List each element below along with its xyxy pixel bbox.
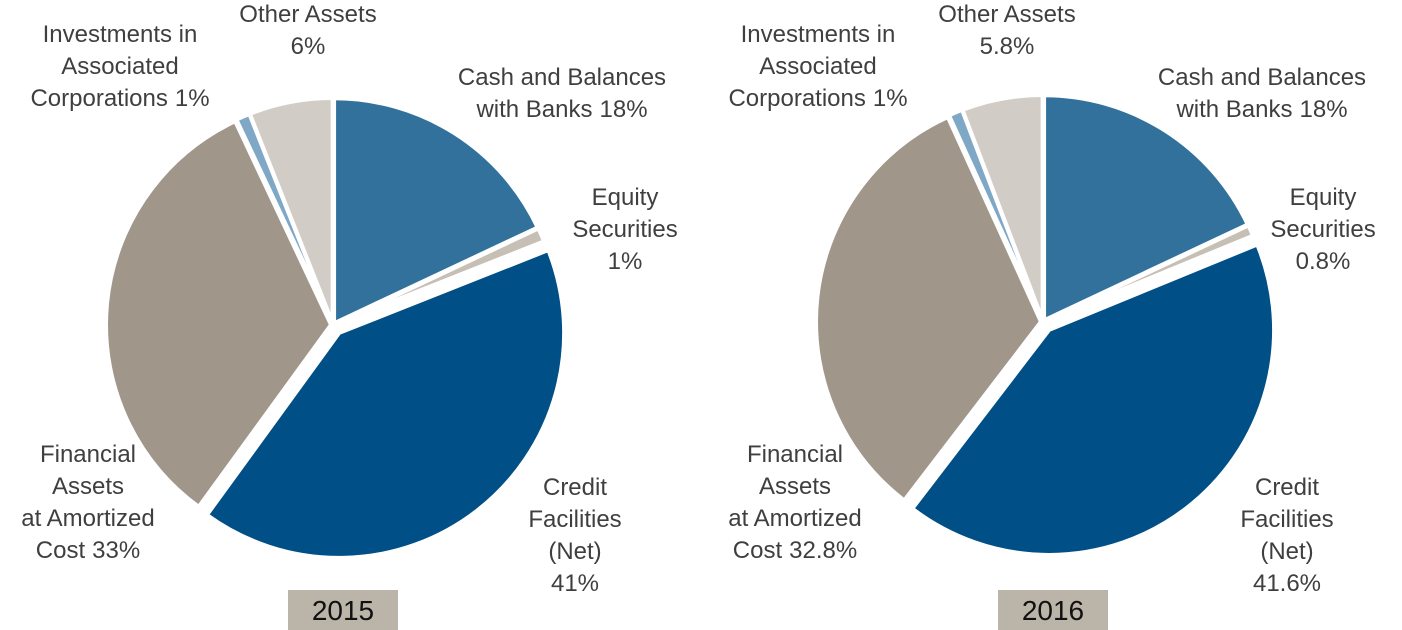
slice-label: Equity Securities 1% [572,184,677,275]
value-label: 18% [1300,96,1348,123]
pie-slice [332,226,547,327]
category-name: Credit Facilities (Net) [1240,474,1333,565]
category-name: Financial Assets at Amortized Cost [21,441,154,564]
chart-title: 2015 [312,595,374,626]
category-name: Other Assets [239,1,376,28]
value-label: 33% [92,537,140,564]
slice-label: Investments in Associated Corporations 1% [30,21,209,112]
value-label: 32.8% [789,537,857,564]
category-name: Financial Assets at Amortized Cost [728,441,861,564]
pie-slice [332,96,540,326]
value-label: 41% [551,570,599,597]
slice-label: Credit Facilities (Net) 41% [528,474,621,597]
category-name: Other Assets [938,1,1075,28]
value-label: 1% [873,85,908,112]
category-name: Equity Securities [572,184,677,243]
slice-label: Equity Securities 0.8% [1270,184,1375,275]
slice-label: Investments in Associated Corporations 1% [728,21,907,112]
year-box [288,590,398,630]
value-label: 1% [608,248,643,275]
pie-slice [814,115,1044,503]
value-label: 6% [291,33,326,60]
value-label: 18% [600,96,648,123]
pie-slice [1042,93,1250,323]
year-box [998,590,1108,630]
pie-slice [1042,223,1255,324]
slice-label: Other Assets 5.8% [938,1,1075,60]
slice-label: Credit Facilities (Net) 41.6% [1240,474,1333,597]
slice-label: Financial Assets at Amortized Cost 32.8% [728,441,861,564]
slice-label: Other Assets 6% [239,1,376,60]
chart-title: 2016 [1022,595,1084,626]
pie-slice [910,242,1277,557]
slice-label: Cash and Balances with Banks 18% [1158,64,1366,123]
pie-slice [247,96,335,326]
category-name: Investments in Associated Corporations [728,21,895,112]
slice-label: Financial Assets at Amortized Cost 33% [21,441,154,564]
category-name: Credit Facilities (Net) [528,474,621,565]
pie-slice [960,93,1045,323]
value-label: 41.6% [1253,570,1321,597]
category-name: Investments in Associated Corporations [30,21,197,112]
slice-label: Cash and Balances with Banks 18% [458,64,666,123]
value-label: 1% [175,85,210,112]
category-name: Equity Securities [1270,184,1375,243]
pie-slice [204,248,567,560]
value-label: 0.8% [1296,248,1351,275]
category-name: Cash and Balances with Banks [458,64,666,123]
pie-slice [104,119,334,509]
category-name: Cash and Balances with Banks [1158,64,1366,123]
value-label: 5.8% [980,33,1035,60]
